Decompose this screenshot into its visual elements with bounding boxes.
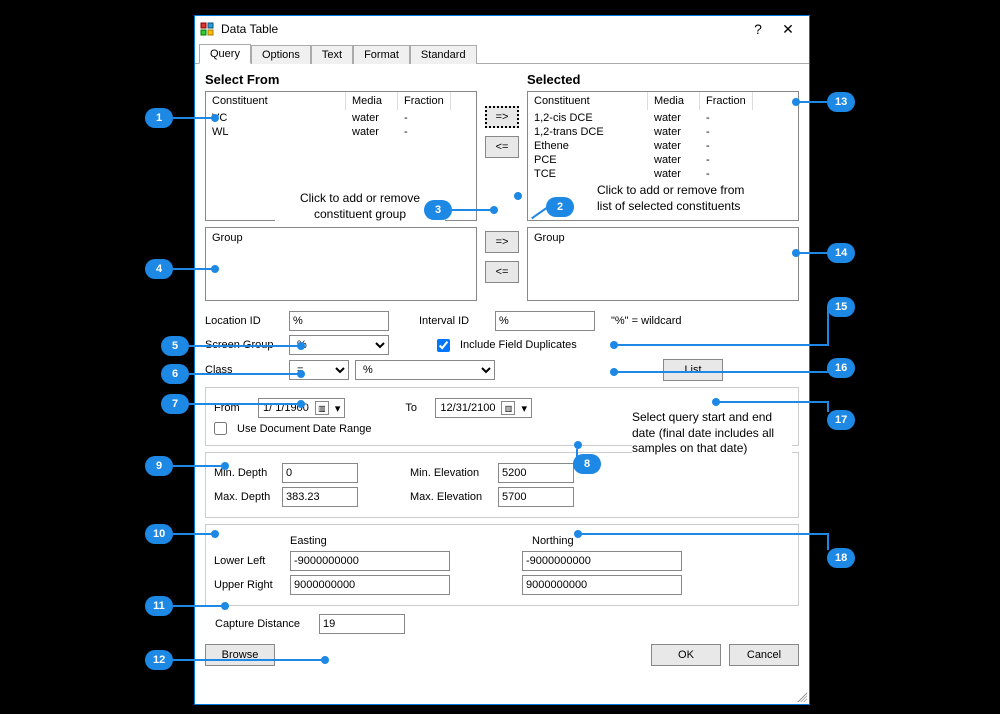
callout-17: 17	[827, 410, 855, 430]
callout-10: 10	[145, 524, 173, 544]
max-elev-input[interactable]	[498, 487, 574, 507]
northing-label: Northing	[532, 535, 574, 547]
callout-15: 15	[827, 297, 855, 317]
col-media[interactable]: Media	[346, 92, 398, 110]
capture-distance-label: Capture Distance	[215, 618, 313, 630]
class-value-select[interactable]: %	[355, 360, 495, 380]
group-label: Group	[212, 232, 243, 244]
callout-11: 11	[145, 596, 173, 616]
tab-strip: Query Options Text Format Standard	[195, 42, 809, 64]
group-selected[interactable]: Group	[527, 227, 799, 301]
callout-18: 18	[827, 548, 855, 568]
calendar-icon[interactable]: ▥	[315, 401, 329, 415]
list-row[interactable]: TCEwater-	[528, 167, 798, 181]
include-duplicates-label: Include Field Duplicates	[460, 339, 577, 351]
select-from-title: Select From	[205, 72, 477, 87]
selected-title: Selected	[527, 72, 799, 87]
max-depth-label: Max. Depth	[214, 491, 276, 503]
col-constituent[interactable]: Constituent	[528, 92, 648, 110]
col-constituent[interactable]: Constituent	[206, 92, 346, 110]
app-icon	[199, 21, 215, 37]
interval-id-label: Interval ID	[419, 315, 489, 327]
use-doc-range-label: Use Document Date Range	[237, 423, 372, 435]
include-duplicates-checkbox[interactable]	[437, 339, 450, 352]
lower-left-northing-input[interactable]	[522, 551, 682, 571]
list-row[interactable]: WL water -	[206, 125, 476, 139]
group-label: Group	[534, 232, 565, 244]
callout-3: 3	[424, 200, 452, 220]
easting-label: Easting	[290, 535, 450, 547]
upper-right-label: Upper Right	[214, 579, 284, 591]
resize-grip[interactable]	[795, 690, 807, 702]
calendar-icon[interactable]: ▥	[501, 401, 515, 415]
group-from[interactable]: Group	[205, 227, 477, 301]
min-elev-input[interactable]	[498, 463, 574, 483]
window-title: Data Table	[221, 22, 743, 36]
titlebar[interactable]: Data Table ? ✕	[195, 16, 809, 42]
callout-14: 14	[827, 243, 855, 263]
callout-4: 4	[145, 259, 173, 279]
tab-options[interactable]: Options	[251, 45, 311, 64]
lower-left-easting-input[interactable]	[290, 551, 450, 571]
list-row[interactable]: PCEwater-	[528, 153, 798, 167]
callout-12: 12	[145, 650, 173, 670]
data-table-dialog: Data Table ? ✕ Query Options Text Format…	[194, 15, 810, 705]
col-fraction[interactable]: Fraction	[398, 92, 451, 110]
move-right-button[interactable]: =>	[485, 106, 519, 128]
to-label: To	[405, 402, 429, 414]
callout-7: 7	[161, 394, 189, 414]
chevron-down-icon[interactable]: ▾	[521, 402, 527, 415]
close-button[interactable]: ✕	[773, 18, 803, 40]
chevron-down-icon[interactable]: ▾	[335, 402, 341, 415]
capture-distance-input[interactable]	[319, 614, 405, 634]
cancel-button[interactable]: Cancel	[729, 644, 799, 666]
tab-format[interactable]: Format	[353, 45, 410, 64]
list-row[interactable]: VC water -	[206, 111, 476, 125]
tab-text[interactable]: Text	[311, 45, 353, 64]
lower-left-label: Lower Left	[214, 555, 284, 567]
ok-button[interactable]: OK	[651, 644, 721, 666]
selected-hint: Click to add or remove from list of sele…	[597, 183, 757, 214]
max-depth-input[interactable]	[282, 487, 358, 507]
help-button[interactable]: ?	[743, 18, 773, 40]
callout-16: 16	[827, 358, 855, 378]
callout-9: 9	[145, 456, 173, 476]
wildcard-hint: "%" = wildcard	[611, 315, 681, 327]
group-move-right-button[interactable]: =>	[485, 231, 519, 253]
date-hint: Select query start and end date (final d…	[632, 410, 792, 457]
to-date-picker[interactable]: 12/31/2100 ▥ ▾	[435, 398, 532, 418]
max-elev-label: Max. Elevation	[410, 491, 492, 503]
select-from-hint: Click to add or remove constituent group	[275, 191, 445, 222]
use-doc-range-checkbox[interactable]	[214, 422, 227, 435]
list-row[interactable]: 1,2-cis DCEwater-	[528, 111, 798, 125]
min-elev-label: Min. Elevation	[410, 467, 492, 479]
col-fraction[interactable]: Fraction	[700, 92, 753, 110]
callout-6: 6	[161, 364, 189, 384]
upper-right-northing-input[interactable]	[522, 575, 682, 595]
callout-5: 5	[161, 336, 189, 356]
list-row[interactable]: Ethenewater-	[528, 139, 798, 153]
move-left-button[interactable]: <=	[485, 136, 519, 158]
col-media[interactable]: Media	[648, 92, 700, 110]
interval-id-input[interactable]	[495, 311, 595, 331]
callout-2: 2	[546, 197, 574, 217]
callout-8: 8	[573, 454, 601, 474]
browse-button[interactable]: Browse	[205, 644, 275, 666]
min-depth-input[interactable]	[282, 463, 358, 483]
list-row[interactable]: 1,2-trans DCEwater-	[528, 125, 798, 139]
group-move-left-button[interactable]: <=	[485, 261, 519, 283]
tab-query[interactable]: Query	[199, 44, 251, 64]
location-id-label: Location ID	[205, 315, 283, 327]
location-id-input[interactable]	[289, 311, 389, 331]
tab-standard[interactable]: Standard	[410, 45, 477, 64]
callout-13: 13	[827, 92, 855, 112]
upper-right-easting-input[interactable]	[290, 575, 450, 595]
callout-1: 1	[145, 108, 173, 128]
list-button[interactable]: List	[663, 359, 723, 381]
